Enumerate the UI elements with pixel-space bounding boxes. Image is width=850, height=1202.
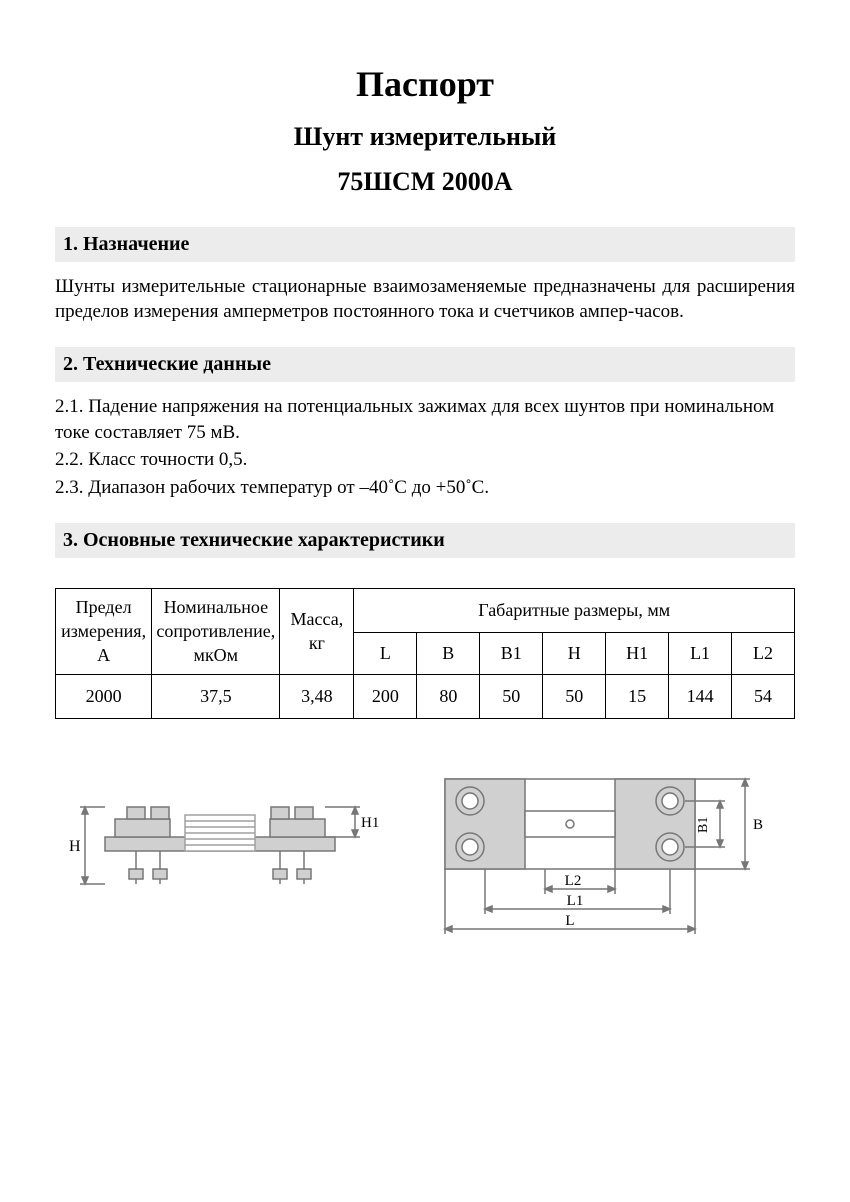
techdata-item: 2.2. Класс точности 0,5. [55, 447, 795, 473]
section-heading-purpose: 1. Назначение [55, 227, 795, 262]
doc-subtitle: Шунт измерительный [55, 119, 795, 154]
doc-title: Паспорт [55, 60, 795, 109]
cell: 54 [732, 674, 795, 718]
cell: 50 [480, 674, 543, 718]
techdata-list: 2.1. Падение напряжения на потенциальных… [55, 394, 795, 501]
svg-text:H: H [69, 838, 81, 855]
drawing-side-view: H H1 [55, 759, 385, 929]
cell: 144 [669, 674, 732, 718]
svg-text:L: L [565, 913, 574, 929]
table-row: 2000 37,5 3,48 200 80 50 50 15 144 54 [56, 674, 795, 718]
col-dim: H [543, 633, 606, 674]
cell: 2000 [56, 674, 152, 718]
techdata-item: 2.1. Падение напряжения на потенциальных… [55, 394, 795, 445]
cell: 15 [606, 674, 669, 718]
col-dims-group: Габаритные размеры, мм [354, 588, 795, 632]
cell: 50 [543, 674, 606, 718]
svg-text:H1: H1 [361, 815, 379, 831]
specs-table: Предел измерения, А Номинальное сопротив… [55, 588, 795, 719]
section-heading-techdata: 2. Технические данные [55, 347, 795, 382]
svg-text:L2: L2 [565, 873, 582, 889]
col-mass: Масса, кг [280, 588, 354, 674]
col-dim: L [354, 633, 417, 674]
section-heading-mainspecs: 3. Основные технические характеристики [55, 523, 795, 558]
svg-text:L1: L1 [567, 893, 584, 909]
svg-text:B1: B1 [696, 816, 711, 832]
cell: 37,5 [152, 674, 280, 718]
svg-text:B: B [753, 817, 763, 833]
col-resistance: Номинальное сопротивление, мкОм [152, 588, 280, 674]
col-dim: B [417, 633, 480, 674]
col-dim: L1 [669, 633, 732, 674]
col-dim: L2 [732, 633, 795, 674]
cell: 200 [354, 674, 417, 718]
col-dim: B1 [480, 633, 543, 674]
col-dim: H1 [606, 633, 669, 674]
techdata-item: 2.3. Диапазон рабочих температур от –40˚… [55, 475, 795, 501]
purpose-text: Шунты измерительные стационарные взаимоз… [55, 274, 795, 325]
drawing-top-view: L2 L1 L B B1 [415, 759, 775, 959]
doc-model: 75ШСМ 2000А [55, 164, 795, 199]
col-limit: Предел измерения, А [56, 588, 152, 674]
cell: 3,48 [280, 674, 354, 718]
cell: 80 [417, 674, 480, 718]
